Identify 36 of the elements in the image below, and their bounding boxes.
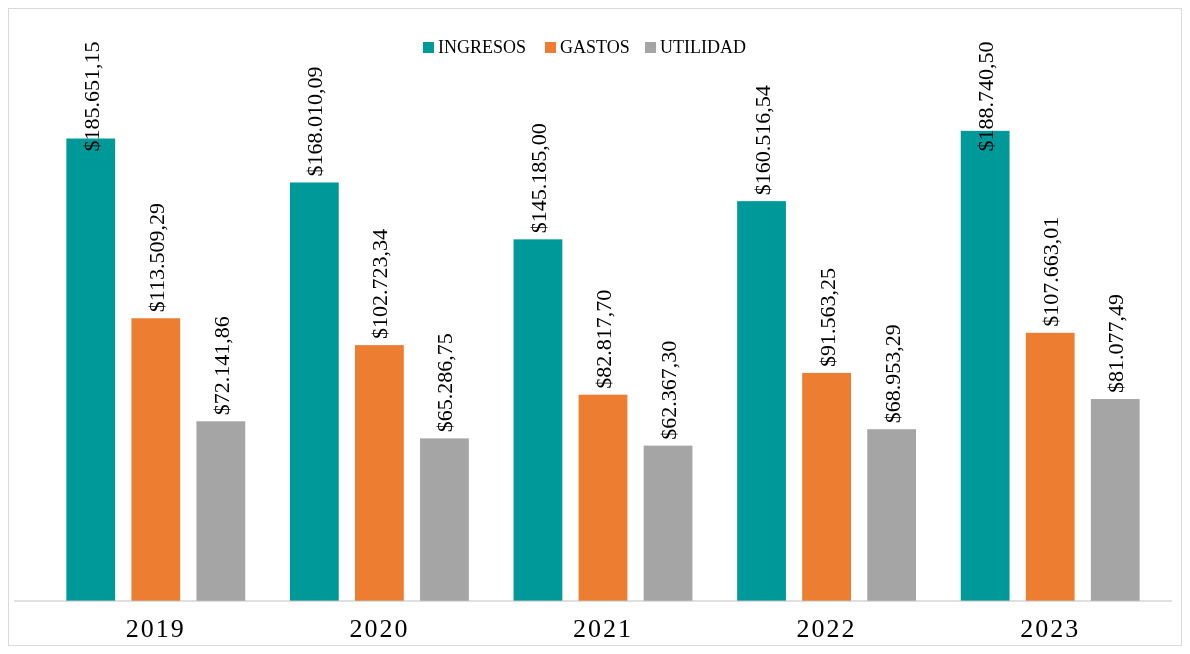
- data-label: $107.663,01: [1038, 216, 1064, 327]
- legend-label: GASTOS: [560, 37, 630, 57]
- bar: [737, 201, 786, 601]
- x-tick-label: 2022: [796, 614, 857, 643]
- bar: [131, 318, 181, 601]
- data-label: $81.077,49: [1103, 294, 1129, 394]
- data-label: $185.651,15: [78, 41, 104, 152]
- bar: [1025, 332, 1075, 601]
- x-tick-label: 2023: [1020, 614, 1081, 643]
- bar: [196, 421, 246, 601]
- data-label: $160.516,54: [749, 85, 775, 196]
- x-tick-label: 2021: [573, 614, 633, 643]
- data-label: $65.286,75: [432, 333, 458, 433]
- data-label: $68.953,29: [879, 324, 905, 424]
- data-label: $62.367,30: [656, 340, 682, 440]
- x-tick-label: 2020: [349, 614, 410, 643]
- data-label: $113.509,29: [143, 203, 169, 313]
- data-label: $82.817,70: [591, 289, 616, 389]
- x-tick-label: 2019: [125, 614, 186, 643]
- bar: [643, 445, 693, 601]
- bar: [1090, 399, 1140, 601]
- data-label: $91.563,25: [814, 267, 840, 367]
- bar: [420, 438, 469, 601]
- bar: [578, 394, 628, 601]
- legend-label: UTILIDAD: [660, 37, 746, 57]
- bar: [513, 239, 563, 601]
- bar: [867, 429, 917, 601]
- data-label: $168.010,09: [302, 66, 328, 177]
- data-label: $188.740,50: [973, 41, 999, 152]
- bar: [802, 372, 851, 601]
- data-label: $102.723,34: [367, 229, 393, 340]
- data-label: $145.185,00: [525, 123, 551, 234]
- bar: [289, 182, 339, 601]
- bar: [355, 345, 404, 601]
- legend-label: INGRESOS: [438, 37, 527, 57]
- data-label: $72.141,86: [208, 316, 234, 416]
